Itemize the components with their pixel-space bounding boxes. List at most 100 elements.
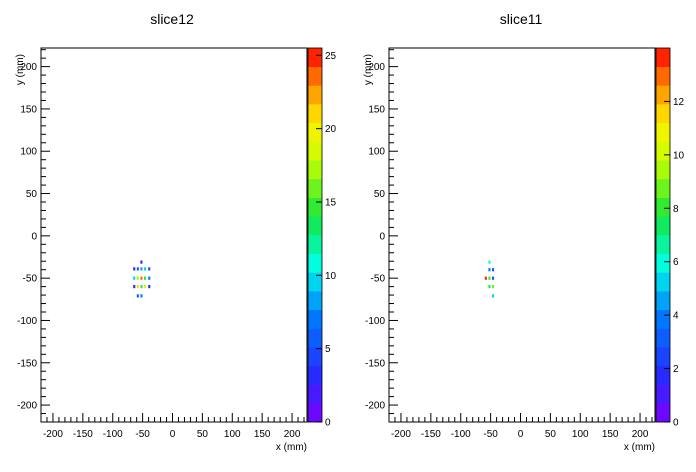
color-scale-band <box>656 178 670 198</box>
z-tick-label: 8 <box>673 204 679 215</box>
heatmap-cell <box>133 285 136 289</box>
heatmap-cell <box>140 276 143 280</box>
color-scale-band <box>308 85 322 105</box>
heatmap-cell <box>488 260 491 264</box>
heatmap-cell <box>136 294 139 298</box>
z-tick-label: 25 <box>325 51 337 62</box>
plot-frame <box>40 47 308 423</box>
heatmap-cell <box>492 285 495 289</box>
heatmap-cell <box>492 294 495 298</box>
heatmap-cell <box>144 276 147 280</box>
color-scale: 0 5 10 15 20 25 <box>307 47 337 429</box>
heatmap-cell <box>492 268 495 272</box>
color-scale-band <box>656 384 670 404</box>
y-tick-label: -200 <box>365 401 385 412</box>
color-scale-band <box>308 272 322 292</box>
x-tick-label: -200 <box>391 429 411 440</box>
x-tick-label: 150 <box>602 429 619 440</box>
heatmap-panel-2: slice11-200 -150 -100 -50 0 50 100 150 200-200-1… <box>363 11 685 453</box>
y-tick-label: -100 <box>17 316 37 327</box>
color-scale-band <box>308 309 322 329</box>
heatmap-cell <box>140 285 143 289</box>
color-scale-band <box>656 403 670 423</box>
color-scale-band <box>656 272 670 292</box>
y-tick-label: -50 <box>23 274 38 285</box>
color-scale-band <box>308 216 322 236</box>
x-tick-label: 200 <box>632 429 649 440</box>
x-tick-label: -50 <box>135 429 150 440</box>
color-scale-band <box>308 365 322 385</box>
x-tick-label: 0 <box>170 429 176 440</box>
color-scale-band <box>656 253 670 273</box>
y-tick-label: -100 <box>365 316 385 327</box>
color-scale-band <box>308 178 322 198</box>
x-tick-label: 0 <box>518 429 524 440</box>
x-tick-label: 100 <box>224 429 241 440</box>
color-scale-band <box>656 85 670 105</box>
chart-title: slice12 <box>150 11 194 27</box>
x-axis-label: x (mm) <box>624 442 655 453</box>
z-tick-label: 6 <box>673 257 679 268</box>
heatmap-cell <box>488 285 491 289</box>
heatmap-cell <box>133 267 136 271</box>
x-axis-label: x (mm) <box>276 442 307 453</box>
color-scale-band <box>308 48 322 67</box>
color-scale-band <box>656 235 670 254</box>
x-tick-label: -50 <box>483 429 498 440</box>
y-tick-label: -150 <box>17 358 37 369</box>
x-tick-label: -200 <box>43 429 63 440</box>
y-tick-label: 0 <box>31 231 37 242</box>
color-scale-band <box>656 216 670 236</box>
z-tick-label: 0 <box>673 418 679 429</box>
y-tick-label: 150 <box>368 104 385 115</box>
y-tick-label: 150 <box>20 104 37 115</box>
heatmap-cell <box>140 260 143 264</box>
color-scale-frame <box>655 47 671 423</box>
z-tick-label: 20 <box>325 124 337 135</box>
z-tick-label: 15 <box>325 198 337 209</box>
heatmap-cell <box>136 267 139 271</box>
x-tick-label: -100 <box>103 429 123 440</box>
z-tick-label: 12 <box>673 97 685 108</box>
color-scale-band <box>308 384 322 404</box>
y-tick-label: -200 <box>17 401 37 412</box>
y-tick-label: 50 <box>374 189 386 200</box>
z-tick-label: 4 <box>673 311 679 322</box>
color-scale-band <box>308 253 322 273</box>
color-scale-band <box>308 197 322 217</box>
y-tick-label: 200 <box>368 62 385 73</box>
y-tick-label: 50 <box>26 189 38 200</box>
heatmap-cell <box>140 267 143 271</box>
x-tick-label: -150 <box>73 429 93 440</box>
heatmap-cell <box>148 276 151 280</box>
x-tick-label: 100 <box>572 429 589 440</box>
color-scale-band <box>656 365 670 385</box>
heatmap-cell <box>148 267 151 271</box>
y-tick-label: -50 <box>371 274 386 285</box>
x-tick-label: 200 <box>284 429 301 440</box>
chart-title: slice11 <box>500 11 543 27</box>
color-scale-band <box>656 291 670 311</box>
color-scale-band <box>308 403 322 423</box>
z-tick-label: 10 <box>673 150 685 161</box>
color-scale-band <box>656 309 670 329</box>
color-scale-band <box>308 347 322 367</box>
color-scale-band <box>656 197 670 217</box>
y-axis-label: y (mm) <box>363 54 374 85</box>
color-scale-band <box>308 122 322 142</box>
color-scale-band <box>656 66 670 86</box>
color-scale-band <box>656 160 670 180</box>
z-tick-label: 2 <box>673 364 679 375</box>
heatmap-cell <box>136 285 139 289</box>
y-tick-label: 0 <box>379 231 385 242</box>
heatmap-cell <box>133 276 136 280</box>
y-tick-label: 200 <box>20 62 37 73</box>
z-tick-label: 10 <box>325 271 337 282</box>
heatmap-panel-1: slice12-200 -150 -100 -50 0 50 100 150 200-200-1… <box>15 11 337 453</box>
color-scale-band <box>656 141 670 161</box>
heatmap-cell <box>148 285 151 289</box>
heatmap-cell <box>136 276 139 280</box>
color-scale-band <box>656 104 670 124</box>
z-tick-label: 0 <box>325 418 331 429</box>
